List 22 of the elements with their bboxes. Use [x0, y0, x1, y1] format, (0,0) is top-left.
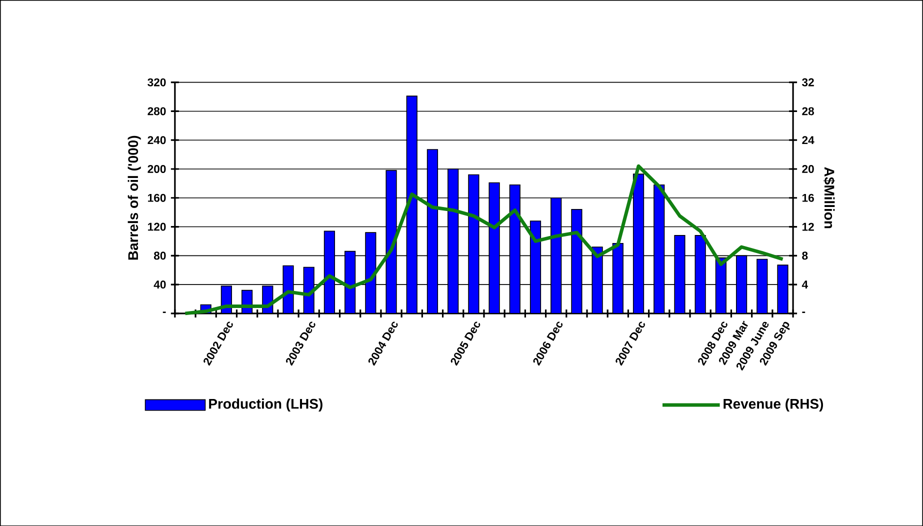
y-tick-label: 120: [148, 222, 166, 231]
y-tick-label: 40: [154, 280, 166, 288]
legend-label: Revenue (RHS): [724, 398, 824, 412]
y2-tick-label: -: [802, 311, 806, 313]
y-tick-label: 200: [148, 164, 166, 173]
y-axis-title: Barrels of oil ('000): [128, 136, 141, 260]
y-tick-label: 160: [148, 194, 166, 202]
y-tick-label: 80: [154, 252, 166, 260]
y-tick-label: 320: [148, 78, 166, 86]
y2-tick-label: 28: [802, 107, 814, 116]
y2-tick-label: 4: [802, 280, 808, 288]
y2-tick-label: 32: [802, 78, 814, 86]
y2-axis-title: A$Million: [823, 167, 835, 228]
legend-label: Production (LHS): [209, 398, 322, 412]
y-tick-label: -: [162, 311, 166, 313]
y2-tick-label: 20: [802, 164, 814, 173]
y2-tick-label: 8: [802, 252, 808, 260]
y2-tick-label: 12: [802, 222, 814, 231]
y-tick-label: 280: [148, 107, 166, 116]
y2-tick-label: 24: [802, 136, 814, 144]
y2-tick-label: 16: [802, 194, 814, 202]
y-tick-label: 240: [148, 136, 166, 144]
